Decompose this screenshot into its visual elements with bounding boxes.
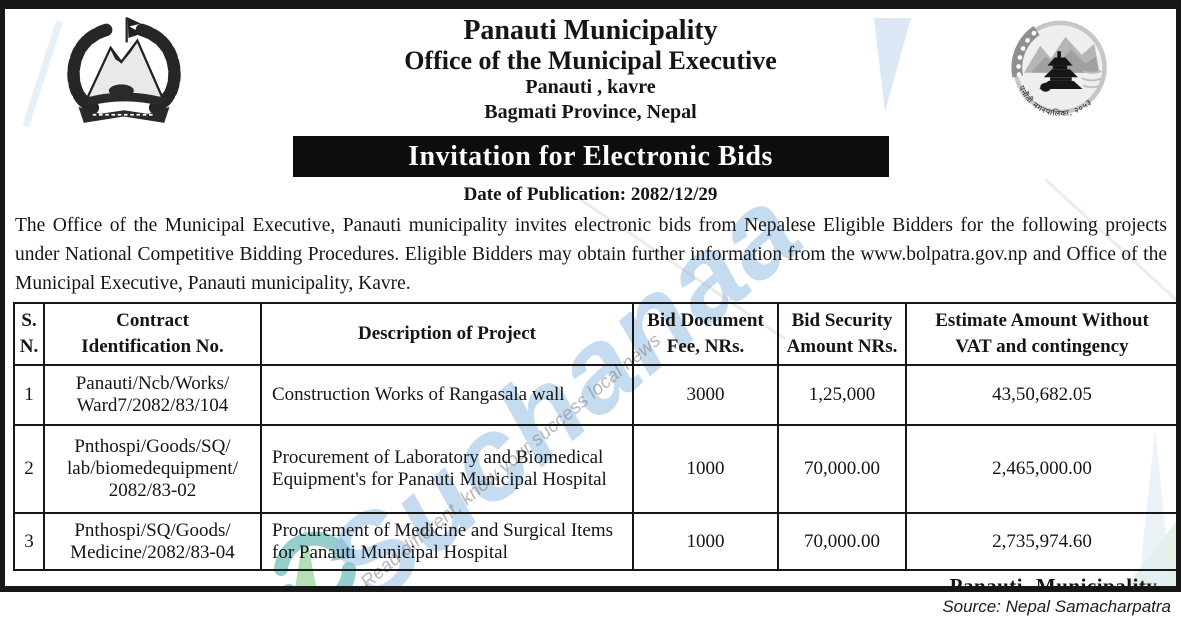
table-header-row: S. N. Contract Identification No. Descri… [13,302,1176,366]
cell-estimate: 43,50,682.05 [905,364,1176,426]
letterhead-text: Panauti Municipality Office of the Munic… [5,9,1176,125]
nepal-emblem-logo [67,17,181,123]
cell-sn: 3 [13,512,45,571]
col-header-contract: Contract Identification No. [43,302,262,366]
cell-estimate: 2,465,000.00 [905,424,1176,514]
cell-desc: Procurement of Medicine and Surgical Ite… [260,512,634,571]
table-row: 3 Pnthospi/SQ/Goods/ Medicine/2082/83-04… [13,512,1176,571]
org-name: Panauti Municipality [463,15,718,46]
cell-fee: 1000 [632,512,779,571]
cell-sn: 2 [13,424,45,514]
cell-estimate: 2,735,974.60 [905,512,1176,571]
col-header-sn: S. N. [13,302,45,366]
cell-security: 70,000.00 [777,512,907,571]
col-header-fee: Bid Document Fee, NRs. [632,302,779,366]
org-location: Panauti , kavre [525,76,656,98]
cell-contract: Pnthospi/SQ/Goods/ Medicine/2082/83-04 [43,512,262,571]
cell-contract: Pnthospi/Goods/SQ/ lab/biomedequipment/ … [43,424,262,514]
cell-desc: Construction Works of Rangasala wall [260,364,634,426]
bids-table: S. N. Contract Identification No. Descri… [13,302,1176,571]
cell-desc: Procurement of Laboratory and Biomedical… [260,424,634,514]
cell-fee: 1000 [632,424,779,514]
col-header-estimate: Estimate Amount Without VAT and continge… [905,302,1176,366]
cell-security: 70,000.00 [777,424,907,514]
table-row: 2 Pnthospi/Goods/SQ/ lab/biomedequipment… [13,424,1176,514]
letterhead: पनौती नगरपालिका, २०५३ Panauti Municipali… [5,9,1176,127]
org-province: Bagmati Province, Nepal [484,101,697,123]
notice-title-banner: Invitation for Electronic Bids [292,136,889,177]
cell-sn: 1 [13,364,45,426]
cell-security: 1,25,000 [777,364,907,426]
bid-invitation-notice: Suchanaa Read different, know your succe… [0,0,1181,592]
col-header-security: Bid Security Amount NRs. [777,302,907,366]
table-row: 1 Panauti/Ncb/Works/ Ward7/2082/83/104 C… [13,364,1176,426]
issuer-signature: Panauti Municipality. [949,574,1162,592]
pagoda-icon [1039,51,1083,92]
col-header-desc: Description of Project [260,302,634,366]
cell-contract: Panauti/Ncb/Works/ Ward7/2082/83/104 [43,364,262,426]
cell-fee: 3000 [632,364,779,426]
panauti-municipality-seal: पनौती नगरपालिका, २०५३ [1011,20,1107,118]
office-name: Office of the Municipal Executive [404,46,777,75]
publication-date: Date of Publication: 2082/12/29 [463,184,718,205]
source-credit: Source: Nepal Samacharpatra [942,597,1171,616]
intro-paragraph: The Office of the Municipal Executive, P… [15,215,1167,294]
